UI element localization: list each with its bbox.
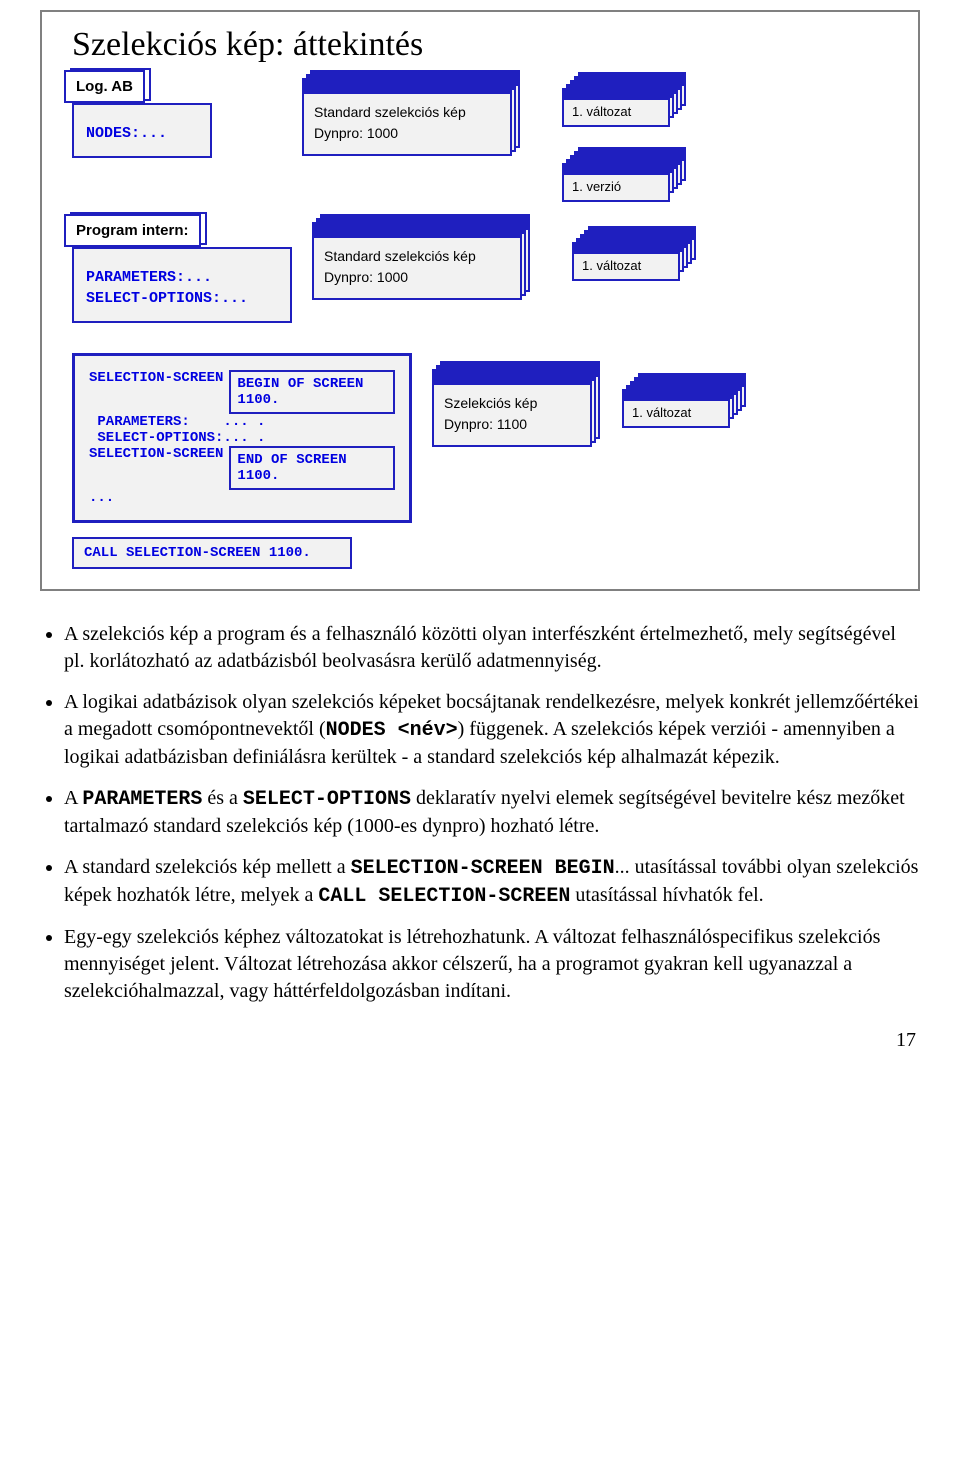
code-l2: PARAMETERS: ... .	[89, 414, 395, 430]
variant3-label: 1. változat	[632, 405, 691, 420]
variant1-label: 1. változat	[572, 104, 631, 119]
mono-text: SELECTION-SCREEN BEGIN	[351, 857, 615, 880]
code-l1a: SELECTION-SCREEN	[89, 370, 223, 414]
page: Szelekciós kép: áttekintés Log. AB NODES…	[0, 0, 960, 1092]
code-l3: SELECT-OPTIONS:... .	[89, 430, 395, 446]
screen3-title: Szelekciós kép	[444, 393, 580, 414]
screen3-dynpro: Dynpro: 1100	[444, 414, 580, 435]
mono-text: PARAMETERS	[82, 788, 202, 811]
version-1: 1. verzió	[562, 163, 670, 202]
screen-3: Szelekciós kép Dynpro: 1100	[432, 369, 592, 447]
progint-box: PARAMETERS:... SELECT-OPTIONS:...	[72, 247, 292, 323]
row-2: Program intern: PARAMETERS:... SELECT-OP…	[72, 222, 888, 323]
version1-label: 1. verzió	[572, 179, 621, 194]
bullet-item: A logikai adatbázisok olyan szelekciós k…	[64, 689, 920, 771]
code-l5: ...	[89, 490, 395, 506]
call-box: CALL SELECTION-SCREEN 1100.	[72, 537, 352, 569]
progint-l2: SELECT-OPTIONS:...	[86, 288, 278, 309]
progint-label: Program intern:	[64, 214, 201, 247]
screen2-title: Standard szelekciós kép	[324, 246, 510, 267]
slide-title: Szelekciós kép: áttekintés	[72, 26, 888, 64]
code-block: SELECTION-SCREEN BEGIN OF SCREEN 1100. P…	[72, 353, 412, 523]
row-3: SELECTION-SCREEN BEGIN OF SCREEN 1100. P…	[72, 353, 888, 569]
logab-box: NODES:...	[72, 103, 212, 158]
code-l1b: BEGIN OF SCREEN 1100.	[229, 370, 395, 414]
row-1: Log. AB NODES:... Standard szelekciós ké…	[72, 78, 888, 202]
variant-1: 1. változat	[562, 88, 670, 127]
screen-1: Standard szelekciós kép Dynpro: 1000	[302, 78, 512, 156]
code-block-wrap: SELECTION-SCREEN BEGIN OF SCREEN 1100. P…	[72, 353, 412, 569]
variant-3: 1. változat	[622, 389, 730, 428]
mono-text: NODES <név>	[326, 719, 458, 742]
screen1-dynpro: Dynpro: 1000	[314, 123, 500, 144]
bullet-item: A standard szelekciós kép mellett a SELE…	[64, 854, 920, 910]
slide-frame: Szelekciós kép: áttekintés Log. AB NODES…	[40, 10, 920, 591]
code-l4a: SELECTION-SCREEN	[89, 446, 223, 490]
bullet-list: A szelekciós kép a program és a felhaszn…	[40, 621, 920, 1005]
bullet-item: Egy-egy szelekciós képhez változatokat i…	[64, 924, 920, 1005]
variant2-label: 1. változat	[582, 258, 641, 273]
logab-label: Log. AB	[64, 70, 145, 103]
bullet-item: A PARAMETERS és a SELECT-OPTIONS deklara…	[64, 785, 920, 840]
bullet-item: A szelekciós kép a program és a felhaszn…	[64, 621, 920, 675]
logab-code: NODES:...	[86, 125, 167, 142]
page-number: 17	[40, 1029, 920, 1052]
mono-text: SELECT-OPTIONS	[243, 788, 411, 811]
mono-text: CALL SELECTION-SCREEN	[318, 885, 570, 908]
variant-2: 1. változat	[572, 242, 680, 281]
screen1-title: Standard szelekciós kép	[314, 102, 500, 123]
progint-l1: PARAMETERS:...	[86, 267, 278, 288]
screen2-dynpro: Dynpro: 1000	[324, 267, 510, 288]
screen-2: Standard szelekciós kép Dynpro: 1000	[312, 222, 522, 300]
code-l4b: END OF SCREEN 1100.	[229, 446, 395, 490]
